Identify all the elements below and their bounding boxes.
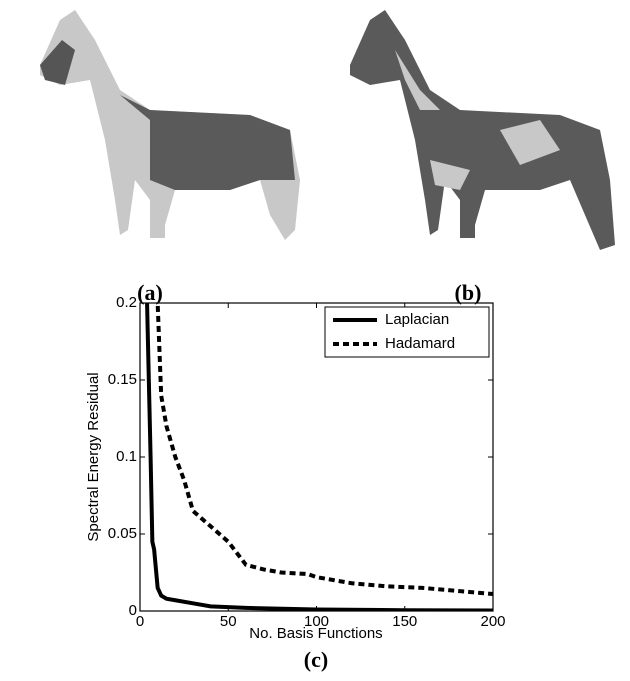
y-tick-label: 0.2: [116, 294, 137, 311]
legend-label: Hadamard: [385, 335, 455, 352]
caption: (c): [304, 647, 328, 672]
figure: (a) (b) (c) No. Basis Functions Spectral…: [0, 0, 630, 681]
caption: (a): [137, 280, 163, 305]
caption: (b): [455, 280, 482, 305]
y-tick-label: 0.05: [108, 525, 137, 542]
x-tick-label: 200: [480, 613, 505, 630]
x-tick-label: 150: [392, 613, 417, 630]
horse-image-b: [350, 10, 615, 250]
legend-label: Laplacian: [385, 311, 449, 328]
x-tick-label: 50: [220, 613, 237, 630]
page: (a) (b) (c) No. Basis Functions Spectral…: [0, 0, 630, 681]
horse-image-a: [40, 10, 300, 240]
y-tick-label: 0: [129, 602, 137, 619]
series-line: [145, 226, 493, 611]
y-axis-label: Spectral Energy Residual: [85, 372, 102, 541]
plot-area: [145, 226, 493, 611]
y-tick-label: 0.15: [108, 371, 137, 388]
x-tick-label: 100: [304, 613, 329, 630]
x-tick-label: 0: [136, 613, 144, 630]
series-line: [156, 226, 493, 594]
y-tick-label: 0.1: [116, 448, 137, 465]
